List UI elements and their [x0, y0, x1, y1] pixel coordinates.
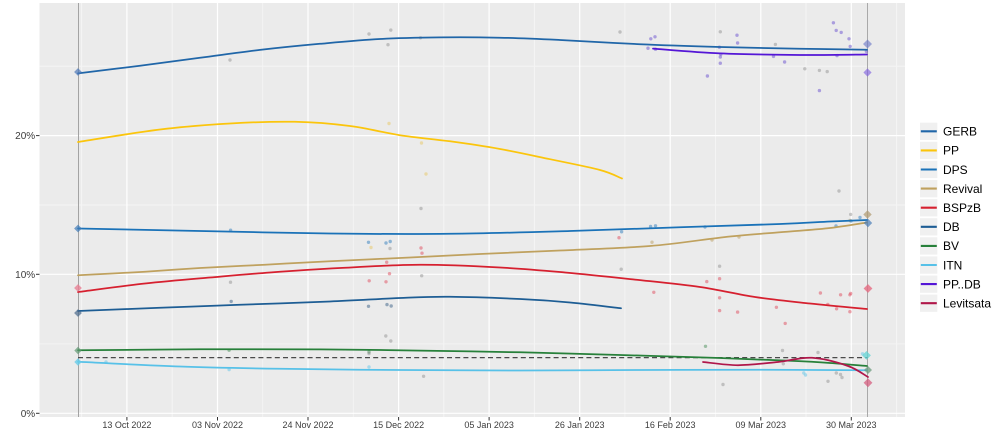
- svg-text:BSPzB: BSPzB: [943, 201, 981, 215]
- svg-text:PP: PP: [943, 144, 959, 158]
- svg-text:GERB: GERB: [943, 125, 977, 139]
- svg-text:30 Mar 2023: 30 Mar 2023: [826, 420, 877, 430]
- svg-text:10%: 10%: [15, 270, 35, 281]
- svg-text:DPS: DPS: [943, 163, 968, 177]
- svg-text:24 Nov 2022: 24 Nov 2022: [282, 420, 333, 430]
- svg-text:BV: BV: [943, 239, 959, 253]
- svg-text:15 Dec 2022: 15 Dec 2022: [373, 420, 424, 430]
- svg-text:ITN: ITN: [943, 258, 962, 272]
- svg-text:Levitsata: Levitsata: [943, 297, 991, 311]
- svg-text:20%: 20%: [15, 131, 35, 142]
- svg-text:DB: DB: [943, 220, 960, 234]
- svg-text:13 Oct 2022: 13 Oct 2022: [102, 420, 151, 430]
- svg-text:26 Jan 2023: 26 Jan 2023: [555, 420, 605, 430]
- svg-text:Revival: Revival: [943, 182, 982, 196]
- svg-text:0%: 0%: [21, 409, 36, 420]
- svg-text:PP..DB: PP..DB: [943, 277, 981, 291]
- svg-text:16 Feb 2023: 16 Feb 2023: [645, 420, 696, 430]
- svg-text:05 Jan 2023: 05 Jan 2023: [464, 420, 514, 430]
- svg-text:03 Nov 2022: 03 Nov 2022: [192, 420, 243, 430]
- svg-text:09 Mar 2023: 09 Mar 2023: [736, 420, 787, 430]
